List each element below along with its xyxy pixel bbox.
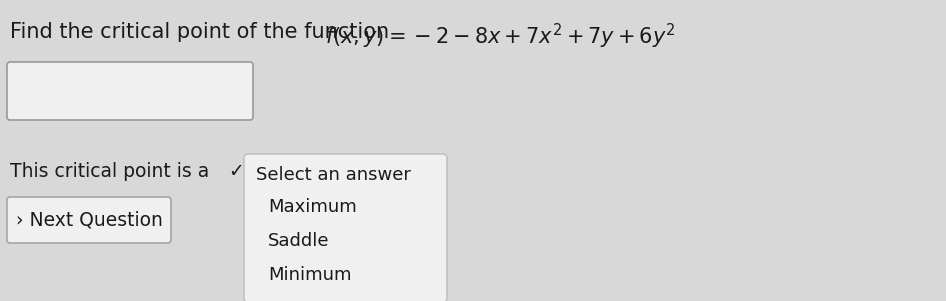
Text: $f(x, y) = -2 - 8x + 7x^2 + 7y + 6y^2$: $f(x, y) = -2 - 8x + 7x^2 + 7y + 6y^2$ [325,22,675,51]
Text: Minimum: Minimum [268,266,352,284]
Text: › Next Question: › Next Question [15,210,163,229]
Text: Maximum: Maximum [268,198,357,216]
FancyBboxPatch shape [244,154,447,301]
FancyBboxPatch shape [7,197,171,243]
Text: Select an answer: Select an answer [256,166,411,184]
Text: Find the critical point of the function: Find the critical point of the function [10,22,395,42]
Text: This critical point is a: This critical point is a [10,162,209,181]
FancyBboxPatch shape [7,62,253,120]
Text: ✓: ✓ [228,162,244,181]
Text: Saddle: Saddle [268,232,329,250]
